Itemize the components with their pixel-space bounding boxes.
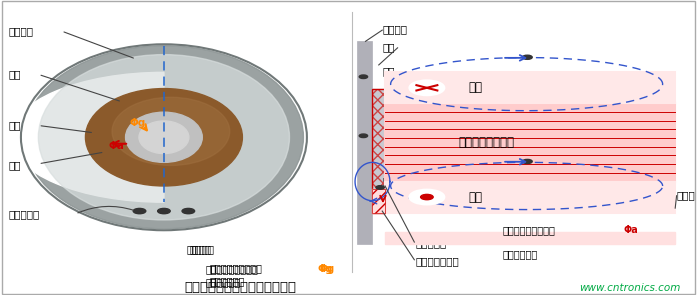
Text: 绕组: 绕组: [382, 176, 395, 186]
Text: 位置传感器: 位置传感器: [8, 209, 40, 219]
Ellipse shape: [112, 97, 230, 165]
Bar: [372, 89, 385, 213]
Circle shape: [410, 190, 444, 205]
Ellipse shape: [125, 112, 202, 163]
Text: 绕组: 绕组: [469, 81, 483, 94]
Text: 霍尔传感器: 霍尔传感器: [415, 239, 447, 249]
Wedge shape: [10, 72, 164, 202]
Circle shape: [522, 160, 532, 163]
Text: 转子轭部: 转子轭部: [382, 25, 407, 35]
Text: 绕组: 绕组: [469, 191, 483, 204]
Text: 来自转子磁体的磁通: 来自转子磁体的磁通: [209, 264, 262, 274]
Circle shape: [182, 208, 195, 214]
Text: 铁芯（定子铁芯）: 铁芯（定子铁芯）: [458, 136, 514, 149]
Bar: [372, 189, 385, 213]
Ellipse shape: [38, 54, 290, 220]
Text: 电枢电流: 电枢电流: [190, 244, 215, 255]
Text: Φa: Φa: [108, 141, 124, 151]
Circle shape: [522, 55, 532, 59]
Text: www.cntronics.com: www.cntronics.com: [579, 283, 680, 293]
Bar: [385, 232, 675, 244]
Ellipse shape: [85, 89, 242, 186]
Bar: [372, 89, 385, 213]
Ellipse shape: [25, 46, 303, 229]
Text: 来自转子磁体的磁通: 来自转子磁体的磁通: [206, 264, 258, 274]
Ellipse shape: [139, 121, 189, 154]
Circle shape: [410, 81, 444, 95]
Bar: [372, 89, 385, 213]
Bar: [372, 189, 385, 213]
Text: 无刷电机结构示例（外转子型）: 无刷电机结构示例（外转子型）: [185, 281, 297, 294]
Text: 磁体: 磁体: [8, 120, 21, 131]
Text: 转子轭部: 转子轭部: [8, 26, 34, 36]
Text: 磁体: 磁体: [382, 42, 395, 52]
Bar: [385, 72, 675, 103]
Text: Φa: Φa: [624, 225, 638, 235]
Text: 霍尔传感器支架: 霍尔传感器支架: [415, 256, 458, 266]
Circle shape: [158, 208, 170, 214]
Bar: [385, 181, 675, 213]
Circle shape: [376, 186, 384, 189]
Circle shape: [133, 208, 146, 214]
Text: 电路板: 电路板: [677, 190, 695, 200]
Text: 电枢电流产生的磁通: 电枢电流产生的磁通: [502, 225, 555, 235]
Circle shape: [421, 194, 433, 200]
Text: （有效磁通）: （有效磁通）: [209, 276, 244, 286]
Text: Φg: Φg: [319, 264, 335, 274]
Bar: [357, 41, 372, 244]
Text: 绕组: 绕组: [382, 66, 395, 76]
Bar: [385, 103, 675, 181]
Text: （有效磁通）: （有效磁通）: [206, 277, 241, 287]
Text: 绕组: 绕组: [8, 69, 21, 79]
Text: 铁芯: 铁芯: [8, 160, 21, 170]
Text: Φg: Φg: [317, 264, 332, 274]
Text: 电枢电流: 电枢电流: [186, 244, 211, 255]
Text: （无效磁通）: （无效磁通）: [502, 249, 538, 259]
Circle shape: [359, 75, 368, 78]
Circle shape: [359, 134, 368, 138]
Text: Φg: Φg: [129, 118, 146, 128]
